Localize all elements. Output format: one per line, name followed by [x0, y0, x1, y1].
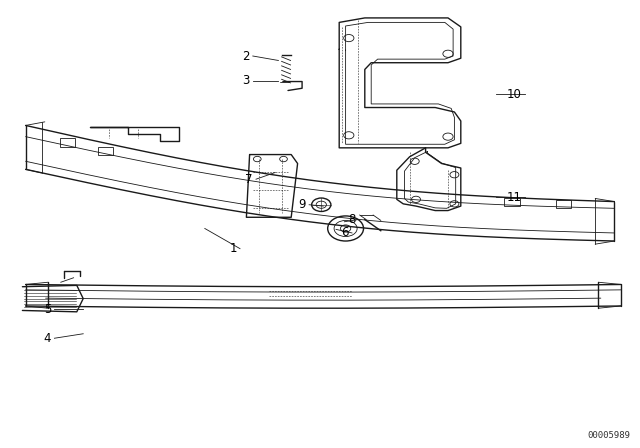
Text: 7: 7 [245, 172, 253, 186]
Bar [60, 138, 75, 146]
Text: 3: 3 [242, 74, 250, 87]
Bar [556, 200, 571, 208]
Text: 9: 9 [298, 198, 306, 211]
Text: 11: 11 [507, 190, 522, 204]
Text: 4: 4 [44, 332, 51, 345]
Bar [504, 198, 520, 206]
Text: 8: 8 [348, 213, 355, 226]
Text: 2: 2 [242, 49, 250, 63]
Text: 1: 1 [229, 242, 237, 255]
Text: 00005989: 00005989 [588, 431, 630, 440]
Text: 5: 5 [44, 302, 51, 316]
Text: 10: 10 [507, 87, 522, 101]
Bar [98, 146, 113, 155]
Text: 6: 6 [341, 226, 349, 240]
